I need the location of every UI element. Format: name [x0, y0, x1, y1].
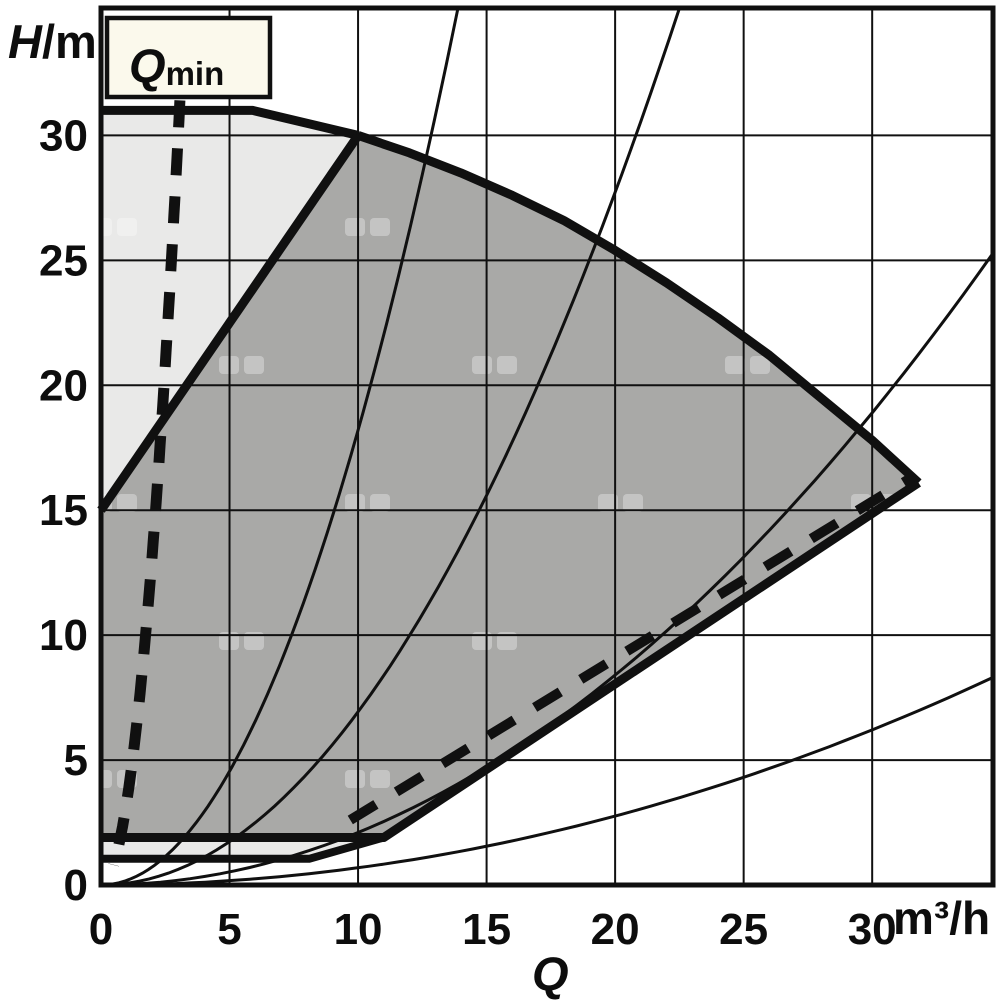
watermark [345, 494, 365, 512]
x-axis-label: Q [532, 947, 569, 1000]
watermark [370, 770, 390, 788]
max-speed-curve [356, 131, 922, 487]
watermark [623, 494, 643, 512]
y-tick-label-20: 20 [39, 361, 88, 410]
watermark [876, 770, 896, 788]
watermark [623, 218, 643, 236]
x-axis-unit: m³/h [893, 892, 990, 944]
y-tick-label-5: 5 [64, 736, 88, 785]
watermark [472, 356, 492, 374]
qmin-limit-line [108, 100, 186, 867]
x-tick-label-5: 5 [217, 905, 241, 954]
watermark [851, 770, 871, 788]
y-axis-label: H/m [8, 15, 97, 68]
watermark [117, 494, 137, 512]
system-curve [100, 676, 994, 887]
min-speed-curve-dashed [347, 472, 916, 825]
watermark [370, 218, 390, 236]
qmin-label-subscript: min [166, 55, 225, 92]
watermark [598, 494, 618, 512]
watermark [244, 632, 264, 650]
watermark [497, 356, 517, 374]
watermark [876, 218, 896, 236]
sliver-lower-boundary [101, 833, 385, 863]
qmin-legend-box [104, 15, 273, 100]
y-tick-label-10: 10 [39, 611, 88, 660]
watermark [725, 632, 745, 650]
x-tick-label-20: 20 [591, 905, 640, 954]
watermark [725, 356, 745, 374]
main-operating-field [101, 135, 919, 839]
watermark [623, 770, 643, 788]
y-tick-label-30: 30 [39, 111, 88, 160]
field-diagonal-boundary [97, 132, 362, 513]
x-tick-label-25: 25 [719, 905, 768, 954]
y-axis-unit: /m [42, 15, 97, 68]
watermark [750, 356, 770, 374]
plot-border [98, 5, 996, 888]
bottom-light-sliver [101, 837, 382, 859]
y-axis-symbol: H [8, 15, 43, 68]
watermark [598, 770, 618, 788]
qmin-label-symbol: Q [129, 39, 166, 92]
y-tick-label-15: 15 [39, 486, 88, 535]
watermark [244, 356, 264, 374]
watermark [851, 218, 871, 236]
y-tick-label-25: 25 [39, 236, 88, 285]
x-tick-label-0: 0 [89, 905, 113, 954]
top-max-curve-small [101, 105, 360, 140]
y-tick-label-0: 0 [64, 861, 88, 910]
x-tick-label-15: 15 [462, 905, 511, 954]
x-tick-label-30: 30 [848, 905, 897, 954]
watermark [345, 770, 365, 788]
watermark [370, 494, 390, 512]
qmin-legend-label: Qmin [129, 39, 224, 92]
chart-dynamic-layer [92, 7, 995, 887]
axis-tick-labels: 0 5 10 15 20 25 30 0 5 10 15 20 25 30 [39, 111, 897, 954]
watermark [497, 632, 517, 650]
watermark [345, 218, 365, 236]
watermark [117, 218, 137, 236]
watermark [750, 632, 770, 650]
x-tick-label-10: 10 [334, 905, 383, 954]
